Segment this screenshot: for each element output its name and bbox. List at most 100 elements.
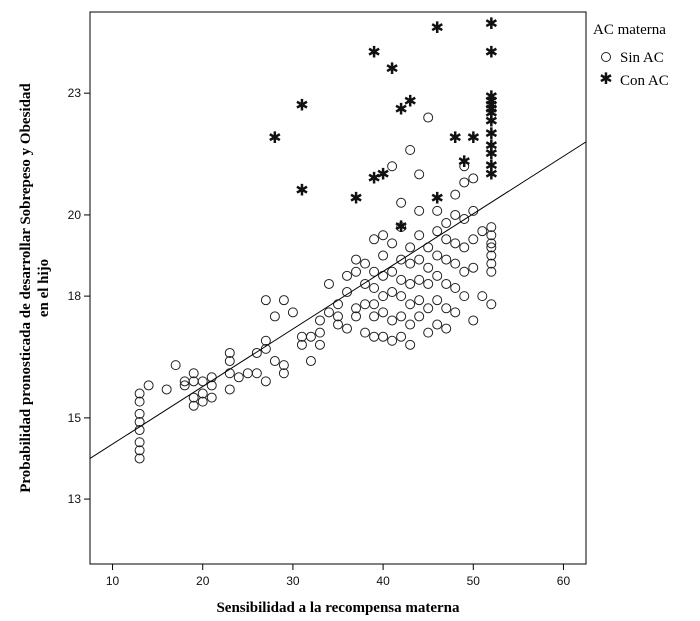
- x-tick-label: 50: [467, 574, 481, 588]
- point-sin-ac: [387, 287, 398, 298]
- point-sin-ac: [396, 331, 407, 342]
- point-sin-ac: [396, 311, 407, 322]
- point-con-ac: ✱: [485, 87, 498, 106]
- point-sin-ac: [441, 303, 452, 314]
- point-sin-ac: [441, 234, 452, 245]
- point-con-ac: ✱: [430, 18, 443, 37]
- point-con-ac: ✱: [485, 43, 498, 62]
- point-sin-ac: [423, 112, 434, 123]
- point-sin-ac: [314, 339, 325, 350]
- point-sin-ac: [278, 368, 289, 379]
- point-sin-ac: [360, 278, 371, 289]
- point-sin-ac: [477, 291, 488, 302]
- plot-area: [89, 11, 587, 565]
- point-sin-ac: [459, 161, 470, 172]
- point-sin-ac: [260, 335, 271, 346]
- point-sin-ac: [369, 311, 380, 322]
- point-sin-ac: [278, 295, 289, 306]
- point-sin-ac: [305, 356, 316, 367]
- point-sin-ac: [369, 234, 380, 245]
- point-sin-ac: [134, 437, 145, 448]
- point-con-ac: ✱: [458, 152, 471, 171]
- point-sin-ac: [269, 356, 280, 367]
- point-sin-ac: [405, 319, 416, 330]
- point-con-ac: ✱: [394, 99, 407, 118]
- point-sin-ac: [224, 384, 235, 395]
- point-sin-ac: [197, 396, 208, 407]
- point-sin-ac: [233, 372, 244, 383]
- point-sin-ac: [459, 214, 470, 224]
- point-sin-ac: [260, 295, 271, 306]
- point-sin-ac: [378, 331, 389, 342]
- point-sin-ac: [414, 205, 425, 216]
- point-sin-ac: [405, 145, 416, 155]
- point-sin-ac: [342, 270, 353, 281]
- point-con-ac: ✱: [485, 103, 498, 122]
- x-tick-label: 10: [106, 574, 120, 588]
- point-sin-ac: [396, 274, 407, 285]
- legend-star-marker: ✱: [599, 69, 612, 88]
- point-sin-ac: [486, 250, 497, 261]
- point-sin-ac: [432, 319, 443, 330]
- point-sin-ac: [396, 254, 407, 265]
- point-con-ac: ✱: [430, 189, 443, 208]
- point-sin-ac: [432, 295, 443, 306]
- point-sin-ac: [405, 258, 416, 269]
- point-con-ac: ✱: [268, 128, 281, 147]
- point-sin-ac: [161, 384, 172, 395]
- x-tick-label: 40: [376, 574, 390, 588]
- point-sin-ac: [396, 291, 407, 302]
- point-sin-ac: [414, 230, 425, 241]
- point-sin-ac: [396, 197, 407, 208]
- point-sin-ac: [423, 303, 434, 314]
- point-sin-ac: [432, 270, 443, 281]
- point-sin-ac: [134, 396, 145, 407]
- point-sin-ac: [296, 339, 307, 350]
- point-sin-ac: [143, 380, 154, 391]
- point-con-ac: ✱: [485, 91, 498, 110]
- point-sin-ac: [287, 307, 298, 318]
- point-sin-ac: [405, 242, 416, 253]
- point-sin-ac: [206, 372, 217, 383]
- point-sin-ac: [414, 274, 425, 285]
- point-sin-ac: [224, 347, 235, 358]
- point-sin-ac: [314, 315, 325, 326]
- point-con-ac: ✱: [403, 91, 416, 110]
- point-sin-ac: [170, 360, 181, 371]
- point-con-ac: ✱: [485, 164, 498, 183]
- legend-title: AC materna: [593, 22, 666, 38]
- point-sin-ac: [486, 222, 497, 233]
- point-con-ac: ✱: [367, 168, 380, 187]
- point-sin-ac: [134, 445, 145, 456]
- point-sin-ac: [459, 177, 470, 188]
- point-con-ac: ✱: [295, 181, 308, 200]
- point-sin-ac: [468, 262, 479, 273]
- point-sin-ac: [260, 376, 271, 387]
- point-sin-ac: [188, 368, 199, 379]
- point-sin-ac: [378, 291, 389, 302]
- legend-circle-marker: [601, 52, 611, 62]
- point-sin-ac: [396, 222, 407, 233]
- point-sin-ac: [477, 226, 488, 237]
- legend: AC materna Sin AC ✱ Con AC: [593, 22, 669, 89]
- point-con-ac: ✱: [485, 144, 498, 163]
- point-sin-ac: [432, 250, 443, 261]
- point-sin-ac: [378, 250, 389, 261]
- point-con-ac: ✱: [485, 124, 498, 143]
- y-tick-label: 15: [68, 411, 82, 425]
- point-sin-ac: [441, 254, 452, 265]
- point-sin-ac: [423, 278, 434, 289]
- point-sin-ac: [423, 327, 434, 338]
- point-sin-ac: [179, 380, 190, 391]
- point-sin-ac: [224, 356, 235, 367]
- point-sin-ac: [405, 339, 416, 350]
- point-sin-ac: [278, 360, 289, 371]
- point-sin-ac: [486, 238, 497, 249]
- point-sin-ac: [360, 258, 371, 269]
- point-sin-ac: [269, 311, 280, 322]
- point-sin-ac: [351, 303, 362, 314]
- point-sin-ac: [333, 311, 343, 322]
- y-axis-title-line2: en el hijo: [36, 259, 52, 317]
- point-sin-ac: [486, 258, 497, 269]
